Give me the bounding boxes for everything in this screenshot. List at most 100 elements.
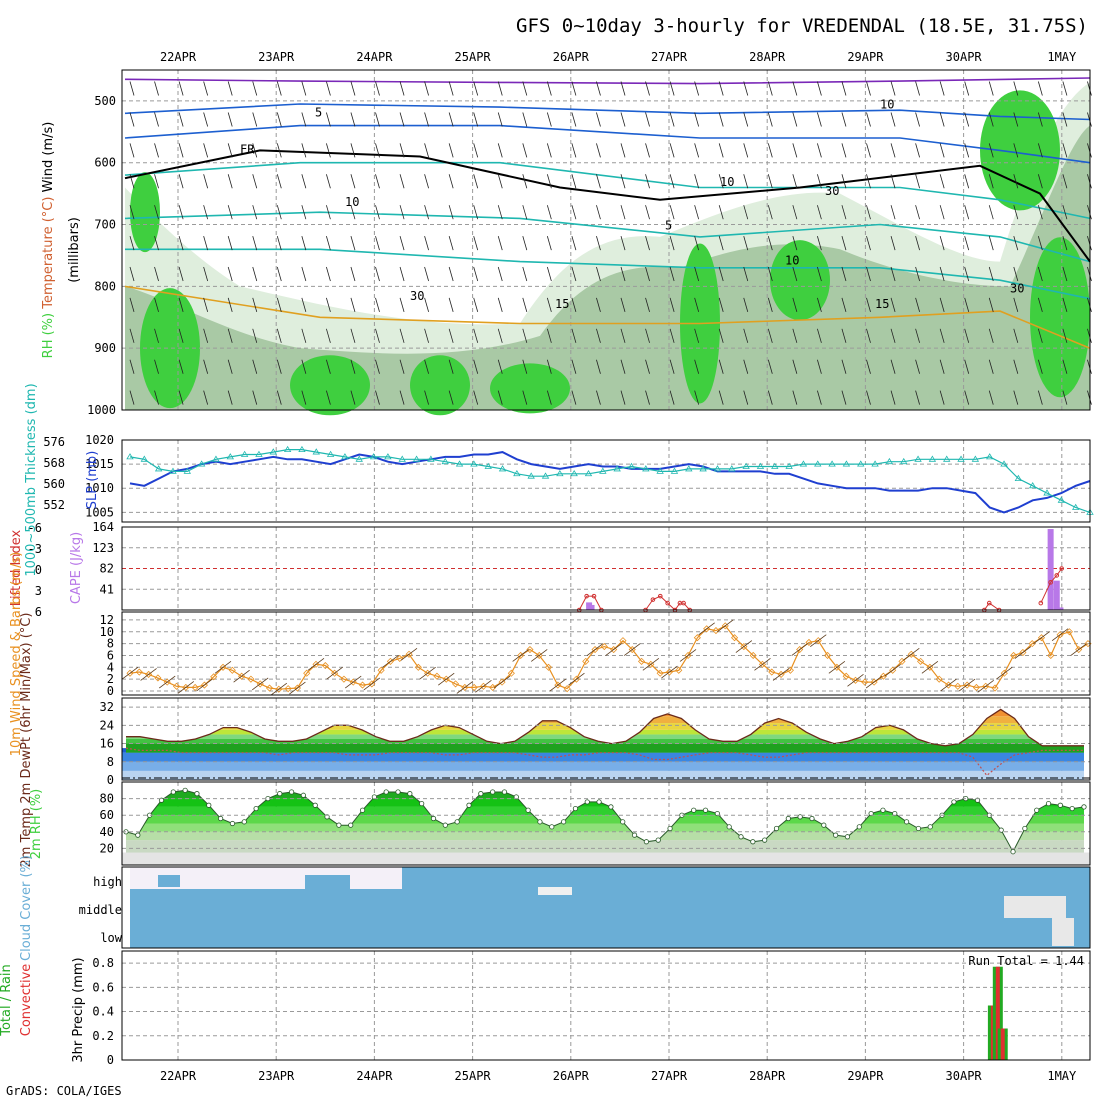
wind-speed-marker (917, 657, 925, 665)
axis-label: SLP (mb) (85, 451, 100, 510)
wind-speed-marker (693, 634, 701, 642)
wind-barb (375, 143, 380, 158)
rh-marker (620, 819, 626, 825)
wind-barb (326, 81, 331, 96)
wind-barb (350, 390, 356, 405)
wind-barb-10m (698, 622, 715, 636)
thickness-marker (928, 455, 937, 462)
thickness-marker (140, 455, 149, 462)
contour-label: 15 (555, 297, 569, 311)
rh-moist-cell (290, 355, 370, 416)
wind-barb-10m (921, 660, 939, 674)
wind-barb (915, 390, 920, 405)
rh-marker (300, 792, 307, 798)
wind-barb (792, 174, 798, 189)
wind-barb (203, 174, 209, 189)
wind-barb (154, 205, 159, 220)
rh-marker (998, 827, 1004, 833)
rh-marker (785, 815, 791, 822)
wind-barb (326, 143, 331, 158)
wind-speed-marker (889, 666, 897, 674)
rh-tick-label: 60 (100, 808, 114, 822)
wind-barb (694, 143, 700, 158)
wind-barb (1087, 390, 1092, 405)
wind-barb (988, 81, 994, 96)
wind-barb (571, 359, 577, 374)
wind-speed-line (129, 625, 1089, 690)
wind-barb (743, 205, 749, 220)
wind-barb (596, 266, 601, 282)
rh-marker (1057, 802, 1063, 808)
wind-barb (1062, 112, 1068, 127)
wind-barb (767, 174, 773, 189)
rh-moist-cell (770, 240, 830, 321)
rh-marker (359, 807, 366, 813)
wind-barb (890, 359, 896, 374)
wind-barb (497, 390, 503, 405)
contour-label: 10 (345, 195, 359, 209)
wind-barb (1062, 297, 1068, 313)
wind-barb (350, 359, 356, 374)
wind-barb (1037, 143, 1043, 158)
wind-barb (473, 112, 479, 127)
li-marker (1048, 580, 1053, 585)
bottom-date-label: 29APR (847, 1069, 884, 1083)
rh-marker (478, 791, 484, 797)
axis-label: Cloud Cover (%) (19, 855, 34, 961)
wind-speed-marker (414, 663, 422, 671)
thickness-marker (842, 460, 851, 467)
wind-speed-marker (340, 675, 348, 683)
wind-barb (399, 112, 405, 127)
wind-barb (669, 174, 675, 189)
bottom-date-labels: 22APR 23APR 24APR 25APR 26APR 27APR 28APR 29APR… (160, 1069, 1077, 1083)
wind-barb (596, 359, 601, 374)
wind-barb (718, 81, 724, 96)
wind-barb (571, 297, 577, 313)
wind-barb (645, 143, 650, 158)
wind-barb (988, 266, 994, 282)
wind-barb (841, 174, 847, 189)
wind-barb (694, 328, 700, 343)
wind-barb (1037, 297, 1043, 313)
wind-speed-marker (861, 678, 869, 686)
rh-marker (395, 789, 401, 795)
wind-speed-marker (991, 684, 999, 692)
wind-barb (252, 328, 258, 343)
rh-moist-cell (490, 363, 570, 414)
wind-barb (988, 359, 994, 374)
wind-barb (866, 112, 871, 127)
wind-speed-marker (275, 685, 283, 693)
wind-speed-marker (358, 681, 367, 689)
wind-barb (792, 266, 798, 282)
wind-barb (792, 390, 798, 405)
wind-barb (326, 266, 331, 282)
wind-barb (350, 205, 356, 220)
wind-speed-marker (879, 672, 887, 680)
high-cloud-gap (538, 887, 572, 895)
contour-label: 10 (785, 254, 799, 268)
panel-frame (121, 950, 1091, 1061)
wind-barb (276, 328, 282, 343)
rh-marker (466, 802, 472, 808)
wind-speed-marker (749, 651, 757, 660)
wind-barb (326, 205, 331, 220)
rh-marker (501, 789, 508, 795)
rh-moist-cell (140, 288, 200, 409)
wind-barb (227, 297, 233, 313)
wind-barb (645, 112, 650, 127)
li-segment (674, 602, 681, 611)
wind-barb (227, 235, 233, 251)
rh-marker (797, 814, 803, 820)
wind-barb (841, 328, 847, 343)
wind-barb (1062, 390, 1068, 405)
wind-barb (350, 143, 356, 158)
thickness-marker (1000, 460, 1008, 467)
wind-barb (767, 205, 773, 220)
thickness-marker (240, 450, 249, 457)
slp-tick-label: 1005 (85, 505, 114, 519)
rh-marker (844, 834, 851, 840)
wind-barb (252, 235, 258, 251)
wind-barb (227, 328, 233, 343)
wind-speed-marker (1010, 651, 1018, 660)
wind-barb (1013, 143, 1019, 158)
